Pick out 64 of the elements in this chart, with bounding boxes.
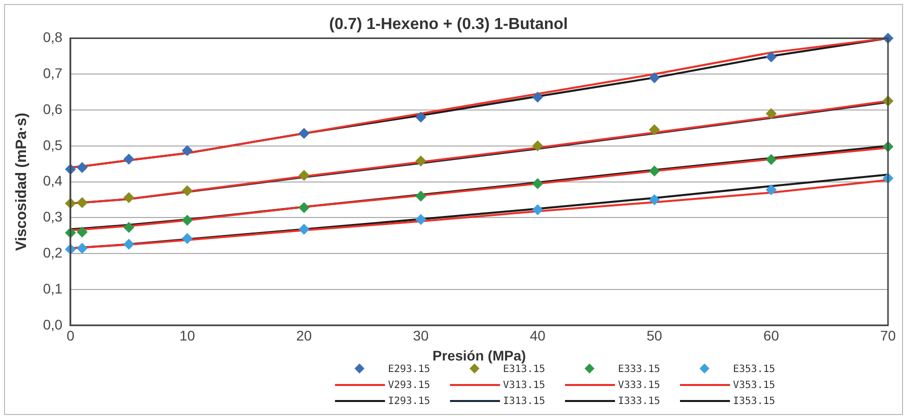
point: [123, 222, 134, 233]
point: [123, 238, 134, 250]
point: [76, 242, 88, 254]
point: [298, 202, 310, 214]
point: [76, 226, 88, 238]
point: [532, 92, 544, 103]
x-tick-label: 20: [296, 328, 312, 344]
point: [415, 155, 426, 166]
y-tick-label: 0,5: [42, 136, 63, 153]
y-tick-label: 0,2: [42, 244, 63, 260]
legend-label: I313.15: [503, 396, 546, 406]
point: [76, 162, 88, 173]
legend-label: E333.15: [618, 364, 660, 374]
point: [766, 51, 777, 62]
y-tick-label: 0,6: [42, 100, 63, 117]
point: [766, 184, 777, 196]
point: [648, 166, 660, 177]
x-tick-label: 10: [179, 328, 196, 344]
legend-label: E313.15: [503, 364, 546, 374]
y-axis-title: Viscosidad (mPa·s): [13, 112, 30, 251]
point: [298, 170, 310, 181]
point: [766, 108, 777, 120]
point: [415, 190, 426, 202]
point: [123, 154, 134, 165]
point: [532, 178, 544, 190]
point: [648, 194, 660, 206]
point: [182, 233, 193, 244]
point: [648, 124, 660, 136]
legend-label: I293.15: [388, 396, 430, 406]
legend-label: V353.15: [733, 380, 776, 390]
y-tick-label: 0,7: [42, 64, 63, 81]
x-tick-label: 0: [66, 328, 75, 344]
x-tick-label: 40: [530, 328, 546, 344]
point: [298, 128, 310, 139]
legend-label: V293.15: [388, 380, 430, 390]
point: [415, 214, 426, 225]
legend-label: E353.15: [733, 364, 776, 374]
legend-label: E293.15: [388, 364, 430, 374]
x-tick-label: 30: [413, 328, 429, 344]
point: [182, 145, 193, 156]
point: [766, 154, 777, 166]
point: [532, 204, 544, 216]
point: [415, 112, 426, 123]
x-tick-label: 70: [880, 328, 896, 344]
y-tick-label: 0,4: [42, 172, 63, 189]
point: [532, 140, 544, 152]
legend-label: I353.15: [733, 396, 776, 406]
y-tick-label: 0,3: [42, 208, 63, 225]
x-tick-label: 60: [763, 328, 780, 344]
point: [298, 224, 310, 235]
legend-label: V333.15: [618, 380, 660, 390]
point: [76, 197, 88, 208]
y-tick-label: 0,0: [42, 316, 63, 332]
legend-label: V313.15: [503, 380, 546, 390]
x-axis-title: Presión (MPa): [432, 347, 526, 364]
point: [123, 192, 134, 204]
legend-label: I333.15: [618, 396, 660, 406]
chart-title: (0.7) 1-Hexeno + (0.3) 1-Butanol: [329, 16, 568, 34]
y-tick-label: 0,8: [42, 29, 63, 46]
point: [648, 72, 660, 84]
point: [182, 214, 193, 226]
y-tick-label: 0,1: [42, 280, 63, 296]
point: [182, 185, 193, 196]
x-tick-label: 50: [646, 328, 662, 344]
